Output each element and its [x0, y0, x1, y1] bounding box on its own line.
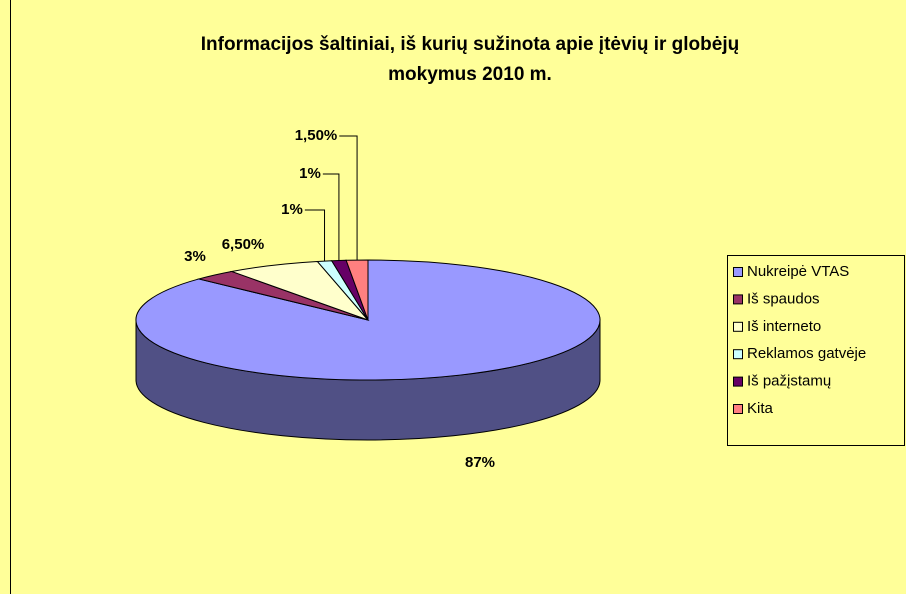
data-label: 1,50%: [295, 127, 338, 144]
leader-line: [322, 173, 340, 261]
legend-swatch: [733, 321, 743, 332]
leader-line: [304, 209, 326, 262]
data-label: 1%: [299, 165, 321, 182]
data-label: 6,50%: [222, 236, 265, 253]
legend-label: Nukreipė VTAS: [747, 263, 849, 280]
chart-subtitle: mokymus 2010 m.: [388, 64, 552, 85]
legend-label: Iš interneto: [747, 318, 821, 335]
data-label: 3%: [184, 248, 206, 265]
data-label: 87%: [465, 454, 495, 471]
legend-box: [727, 255, 905, 446]
legend-swatch: [733, 349, 743, 360]
data-label: 1%: [281, 201, 303, 218]
legend-label: Iš spaudos: [747, 290, 820, 307]
legend-swatch: [733, 376, 743, 387]
legend: Nukreipė VTAS Iš spaudos Iš interneto Rekla…: [727, 255, 905, 446]
legend-swatch: [733, 294, 743, 305]
legend-label: Kita: [747, 400, 774, 417]
leader-line: [339, 135, 358, 261]
chart-title: Informacijos šaltiniai, iš kurių sužinot…: [201, 34, 739, 55]
legend-label: Reklamos gatvėje: [747, 345, 866, 362]
legend-swatch: [733, 404, 743, 414]
legend-swatch: [733, 267, 743, 277]
legend-label: Iš pažįstamų: [747, 373, 831, 390]
pie-slice: [135, 259, 601, 381]
